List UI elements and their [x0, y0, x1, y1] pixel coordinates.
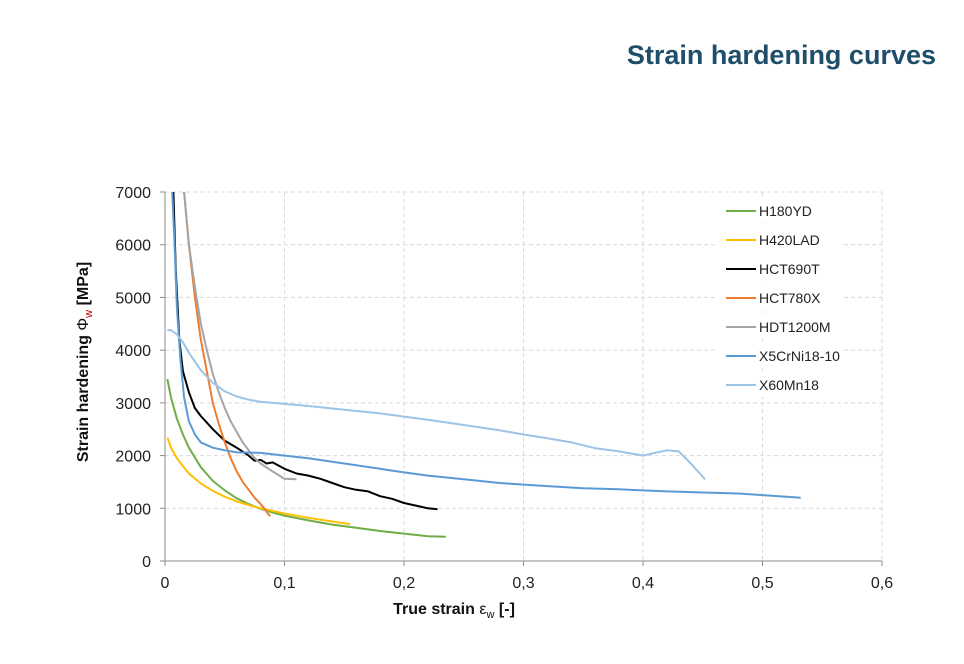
y-axis-label-symbol: Φ — [75, 318, 92, 331]
page-title: Strain hardening curves — [626, 40, 936, 70]
x-tick-label: 0,1 — [273, 575, 295, 592]
y-tick-label: 3000 — [115, 396, 151, 413]
x-axis-label-unit: [-] — [499, 601, 515, 618]
legend-label-hct780x: HCT780X — [759, 290, 821, 306]
tick-labels: 0 0,1 0,2 0,3 0,4 0,5 0,6 0 1000 2000 3000 4000 5000… — [115, 185, 893, 592]
x-tick-label: 0,4 — [632, 575, 654, 592]
x-axis-title: True strain εw [-] — [393, 601, 515, 621]
legend-label-h420lad: H420LAD — [759, 232, 820, 248]
chart-axes — [160, 191, 883, 566]
series-line-h420lad — [166, 437, 351, 526]
x-tick-label: 0,2 — [393, 575, 415, 592]
y-tick-label: 5000 — [115, 290, 151, 307]
series-lines — [166, 191, 801, 538]
y-axis-label-sub: w — [83, 310, 95, 319]
y-tick-label: 2000 — [115, 449, 151, 466]
series-line-hct690t — [172, 191, 438, 511]
x-tick-label: 0,5 — [751, 575, 773, 592]
y-axis-title: Strain hardening Φw [MPa] — [75, 262, 95, 462]
y-tick-label: 4000 — [115, 343, 151, 360]
chart-legend: H180YD H420LAD HCT690T HCT780X HDT1200M X5CrN… — [718, 197, 842, 397]
legend-label-hct690t: HCT690T — [759, 261, 820, 277]
legend-label-x5crni18-10: X5CrNi18-10 — [759, 348, 840, 364]
y-tick-label: 6000 — [115, 238, 151, 255]
x-tick-label: 0,3 — [512, 575, 534, 592]
legend-label-hdt1200m: HDT1200M — [759, 319, 831, 335]
x-tick-label: 0,6 — [871, 575, 893, 592]
series-line-x5crni18-10 — [171, 191, 801, 499]
y-tick-label: 1000 — [115, 501, 151, 518]
legend-label-h180yd: H180YD — [759, 203, 812, 219]
y-tick-label: 7000 — [115, 185, 151, 202]
x-axis-label-symbol: ε — [479, 601, 486, 618]
series-line-hct780x — [183, 191, 271, 517]
y-axis-label-unit: [MPa] — [75, 262, 92, 306]
series-line-hdt1200m — [183, 191, 297, 481]
x-tick-label: 0 — [161, 575, 170, 592]
x-axis-label-text: True strain — [393, 601, 475, 618]
series-line-x60mn18 — [167, 329, 706, 480]
legend-label-x60mn18: X60Mn18 — [759, 377, 819, 393]
x-axis-label-sub: w — [486, 609, 495, 621]
y-tick-label: 0 — [142, 554, 151, 571]
y-axis-label-text: Strain hardening — [75, 335, 92, 462]
